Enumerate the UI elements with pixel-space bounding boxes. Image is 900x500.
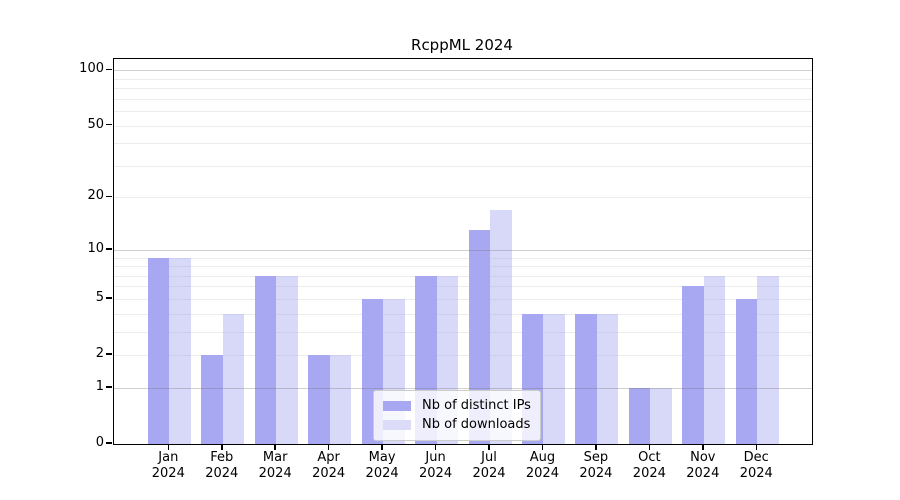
- minor-gridline: [114, 355, 812, 357]
- y-tick-label: 20: [87, 188, 104, 204]
- minor-gridline: [114, 331, 812, 333]
- bar-nov-series1: [703, 275, 726, 444]
- x-axis-tick: [327, 444, 330, 450]
- y-tick-label: 0: [95, 435, 104, 450]
- bar-jan-series0: [147, 257, 170, 444]
- minor-gridline: [114, 98, 812, 100]
- minor-gridline: [114, 313, 812, 315]
- x-axis-tick: [488, 444, 490, 450]
- bar-oct-series1: [650, 387, 672, 444]
- legend-swatch-series1: [383, 419, 411, 430]
- y-tick-label: 50: [87, 116, 104, 132]
- legend-entry: Nb of downloads: [383, 415, 532, 434]
- x-axis-tick: [755, 444, 757, 450]
- x-axis-tick: [274, 444, 276, 450]
- y-axis-tick: [106, 386, 112, 388]
- bar-jul-series1: [490, 209, 512, 444]
- bar-dec-series0: [735, 298, 758, 444]
- legend-swatch-series0: [383, 400, 411, 411]
- minor-gridline: [114, 298, 812, 300]
- minor-gridline: [114, 197, 812, 199]
- y-axis-tick: [106, 248, 112, 250]
- x-axis-tick: [541, 444, 544, 450]
- x-axis-tick: [595, 444, 597, 450]
- bar-sep-series0: [575, 313, 597, 444]
- x-axis-tick: [221, 444, 223, 450]
- y-axis-tick: [106, 353, 112, 355]
- legend-label: Nb of downloads: [422, 417, 531, 432]
- bar-apr-series1: [329, 355, 352, 444]
- major-gridline: [114, 387, 812, 389]
- x-tick-label: Jun 2024: [419, 450, 453, 481]
- bar-oct-series0: [628, 387, 651, 444]
- x-tick-label: May 2024: [365, 450, 399, 481]
- minor-gridline: [114, 275, 812, 277]
- plot-area: [113, 58, 813, 445]
- x-tick-label: Jul 2024: [472, 450, 506, 481]
- y-tick-label: 5: [95, 289, 104, 305]
- x-tick-label: Mar 2024: [258, 450, 292, 481]
- minor-gridline: [114, 143, 812, 145]
- bar-apr-series0: [308, 355, 330, 444]
- x-tick-label: Apr 2024: [312, 450, 346, 481]
- x-tick-label: Feb 2024: [205, 450, 239, 481]
- x-axis-tick: [648, 444, 651, 450]
- x-axis-tick: [702, 444, 704, 450]
- y-tick-label: 10: [87, 240, 104, 256]
- y-tick-label: 1: [95, 378, 104, 394]
- y-tick-label: 100: [79, 61, 104, 77]
- bar-nov-series0: [682, 286, 704, 444]
- x-tick-label: Sep 2024: [579, 450, 613, 481]
- bar-dec-series1: [757, 275, 779, 444]
- bar-mar-series1: [276, 275, 298, 444]
- legend-entry: Nb of distinct IPs: [383, 396, 532, 415]
- x-tick-label: Dec 2024: [739, 450, 773, 481]
- minor-gridline: [114, 78, 812, 80]
- y-axis-tick: [106, 195, 112, 198]
- bar-sep-series1: [596, 313, 619, 444]
- minor-gridline: [114, 125, 812, 127]
- x-axis-tick: [381, 444, 383, 450]
- minor-gridline: [114, 88, 812, 90]
- major-gridline: [114, 249, 812, 251]
- x-tick-label: Jan 2024: [151, 450, 185, 481]
- y-axis-tick: [106, 442, 112, 444]
- bar-feb-series0: [201, 355, 223, 444]
- x-tick-label: Aug 2024: [525, 450, 559, 481]
- x-axis-tick: [167, 444, 170, 450]
- minor-gridline: [114, 286, 812, 288]
- minor-gridline: [114, 111, 812, 113]
- bar-aug-series1: [543, 313, 565, 444]
- x-tick-label: Oct 2024: [632, 450, 666, 481]
- chart-title: RcppML 2024: [411, 36, 513, 54]
- minor-gridline: [114, 165, 812, 167]
- bar-feb-series1: [222, 313, 245, 444]
- minor-gridline: [114, 266, 812, 268]
- legend: Nb of distinct IPs Nb of downloads: [373, 390, 541, 441]
- minor-gridline: [114, 257, 812, 259]
- x-axis-tick: [434, 444, 437, 450]
- legend-label: Nb of distinct IPs: [422, 398, 531, 413]
- bar-jan-series1: [169, 257, 191, 444]
- major-gridline: [114, 70, 812, 72]
- y-axis-tick: [106, 297, 112, 299]
- x-tick-label: Nov 2024: [686, 450, 720, 481]
- bar-mar-series0: [254, 275, 277, 444]
- y-axis-tick: [106, 123, 112, 126]
- y-tick-label: 2: [95, 346, 104, 362]
- y-axis-tick: [106, 68, 112, 71]
